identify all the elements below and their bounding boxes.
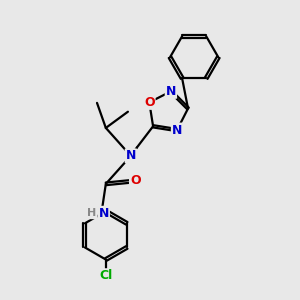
- Text: N: N: [166, 85, 176, 98]
- Text: N: N: [172, 124, 182, 136]
- Text: O: O: [130, 174, 141, 188]
- Text: N: N: [99, 207, 109, 220]
- Text: H: H: [87, 208, 97, 218]
- Text: N: N: [126, 149, 136, 162]
- Text: Cl: Cl: [99, 269, 112, 282]
- Text: O: O: [144, 96, 154, 109]
